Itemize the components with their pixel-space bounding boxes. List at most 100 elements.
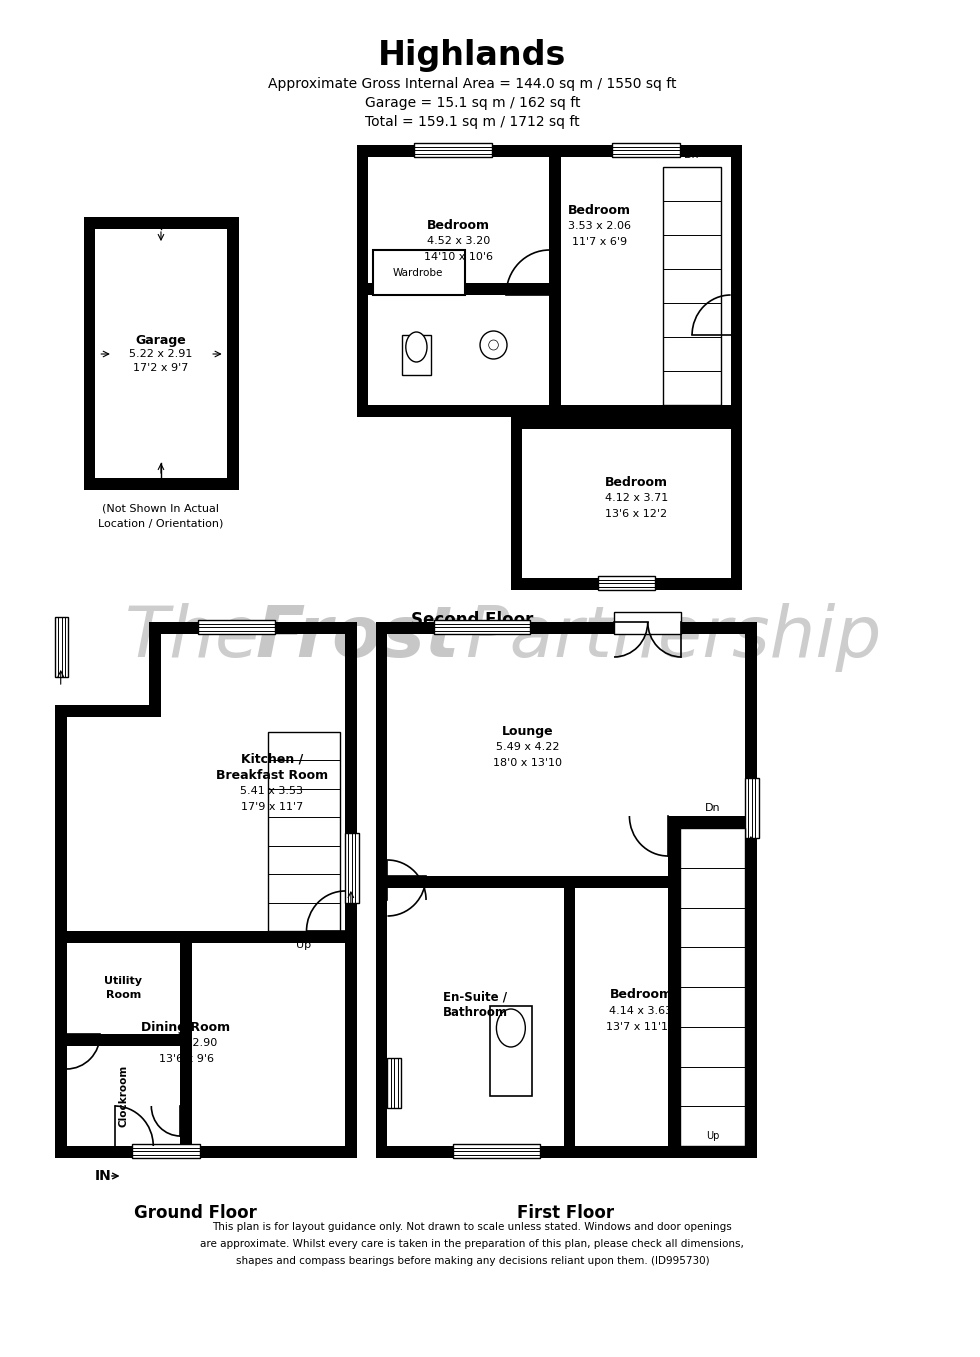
- Bar: [402, 335, 431, 375]
- Bar: [84, 217, 95, 490]
- Bar: [731, 417, 742, 590]
- Text: 4.12 x 3.71: 4.12 x 3.71: [605, 493, 667, 503]
- Text: 5.22 x 2.91: 5.22 x 2.91: [129, 349, 193, 360]
- Bar: [415, 142, 492, 157]
- Bar: [132, 1144, 200, 1158]
- Text: Bedroom: Bedroom: [605, 475, 667, 489]
- Bar: [55, 617, 69, 677]
- Ellipse shape: [489, 341, 499, 350]
- Text: 5.49 x 4.22: 5.49 x 4.22: [496, 742, 559, 752]
- Text: En-Suite /: En-Suite /: [443, 991, 508, 1003]
- Bar: [731, 145, 742, 417]
- Text: 17'2 x 9'7: 17'2 x 9'7: [133, 364, 189, 373]
- Text: 4.14 x 3.63: 4.14 x 3.63: [610, 1006, 672, 1016]
- Text: Wardrobe: Wardrobe: [393, 267, 444, 278]
- Bar: [373, 250, 465, 294]
- Bar: [268, 731, 340, 931]
- Bar: [180, 943, 192, 1147]
- Bar: [55, 1147, 357, 1158]
- Bar: [198, 620, 274, 634]
- Text: First Floor: First Floor: [517, 1204, 614, 1223]
- Bar: [564, 887, 575, 1147]
- Bar: [84, 478, 239, 490]
- Bar: [55, 716, 67, 1158]
- Text: The: The: [125, 603, 282, 672]
- Bar: [149, 622, 161, 716]
- Bar: [55, 716, 67, 1158]
- Bar: [612, 142, 679, 157]
- Text: IN: IN: [95, 1168, 112, 1183]
- Bar: [345, 622, 357, 1158]
- Bar: [376, 622, 757, 634]
- Bar: [227, 217, 239, 490]
- Bar: [511, 417, 742, 429]
- Text: Highlands: Highlands: [378, 39, 566, 72]
- Text: Up: Up: [706, 1130, 719, 1141]
- Text: shapes and compass bearings before making any decisions reliant upon them. (ID99: shapes and compass bearings before makin…: [235, 1257, 710, 1266]
- Text: Bedroom: Bedroom: [610, 988, 672, 1001]
- Bar: [387, 1058, 401, 1109]
- Text: Ground Floor: Ground Floor: [134, 1204, 257, 1223]
- Bar: [745, 778, 759, 839]
- Text: Garage = 15.1 sq m / 162 sq ft: Garage = 15.1 sq m / 162 sq ft: [365, 96, 580, 110]
- Bar: [268, 757, 279, 943]
- Bar: [598, 575, 656, 590]
- Text: Breakfast Room: Breakfast Room: [216, 768, 328, 782]
- Text: 5.41 x 3.53: 5.41 x 3.53: [240, 786, 304, 797]
- Text: (Not Shown In Actual: (Not Shown In Actual: [103, 503, 220, 513]
- Text: Clockroom: Clockroom: [119, 1065, 128, 1128]
- Text: 13'7 x 11'11: 13'7 x 11'11: [607, 1022, 675, 1033]
- Bar: [357, 145, 742, 157]
- Bar: [745, 622, 757, 1158]
- Text: Approximate Gross Internal Area = 144.0 sq m / 1550 sq ft: Approximate Gross Internal Area = 144.0 …: [269, 77, 676, 91]
- Bar: [357, 145, 368, 417]
- Bar: [357, 404, 511, 417]
- Bar: [376, 1147, 757, 1158]
- Text: Kitchen /: Kitchen /: [241, 753, 303, 765]
- Bar: [55, 706, 161, 716]
- Text: Dn: Dn: [684, 151, 700, 160]
- Bar: [490, 1006, 532, 1096]
- Text: Bedroom: Bedroom: [568, 204, 631, 217]
- Text: 3.53 x 2.06: 3.53 x 2.06: [568, 221, 631, 231]
- Text: 14'10 x 10'6: 14'10 x 10'6: [424, 252, 493, 262]
- Bar: [67, 1034, 180, 1046]
- Text: Total = 159.1 sq m / 1712 sq ft: Total = 159.1 sq m / 1712 sq ft: [365, 115, 579, 129]
- Ellipse shape: [497, 1010, 525, 1048]
- Text: Bedroom: Bedroom: [427, 218, 490, 232]
- Bar: [376, 622, 387, 1158]
- Text: are approximate. Whilst every care is taken in the preparation of this plan, ple: are approximate. Whilst every care is ta…: [200, 1239, 744, 1248]
- Text: 11'7 x 6'9: 11'7 x 6'9: [572, 237, 627, 247]
- Bar: [453, 1144, 540, 1158]
- Ellipse shape: [406, 332, 427, 362]
- Text: Frost: Frost: [256, 603, 460, 672]
- Bar: [345, 833, 359, 902]
- Text: Utility: Utility: [105, 976, 142, 987]
- Bar: [357, 404, 742, 417]
- Text: This plan is for layout guidance only. Not drawn to scale unless stated. Windows: This plan is for layout guidance only. N…: [213, 1223, 732, 1232]
- Text: Bathroom: Bathroom: [443, 1007, 508, 1019]
- Bar: [149, 622, 357, 634]
- Bar: [668, 816, 679, 1147]
- Text: 13'6 x 9'6: 13'6 x 9'6: [159, 1054, 214, 1064]
- Bar: [614, 612, 681, 634]
- Text: Garage: Garage: [135, 334, 186, 346]
- Bar: [511, 417, 522, 590]
- Bar: [668, 816, 745, 828]
- Text: 4.52 x 3.20: 4.52 x 3.20: [427, 236, 490, 246]
- Bar: [368, 284, 550, 294]
- Text: 18'0 x 13'10: 18'0 x 13'10: [493, 759, 562, 768]
- Bar: [663, 167, 721, 404]
- Text: Up: Up: [296, 940, 312, 950]
- Bar: [67, 931, 345, 943]
- Text: Lounge: Lounge: [502, 725, 553, 737]
- Text: 17'9 x 11'7: 17'9 x 11'7: [241, 802, 303, 811]
- Bar: [387, 877, 745, 887]
- Text: Room: Room: [106, 991, 141, 1000]
- Text: 4.11 x 2.90: 4.11 x 2.90: [155, 1038, 218, 1048]
- Text: Location / Orientation): Location / Orientation): [98, 518, 223, 528]
- Bar: [511, 578, 742, 590]
- Text: 13'6 x 12'2: 13'6 x 12'2: [605, 509, 667, 518]
- Text: Second Floor: Second Floor: [412, 611, 533, 630]
- Text: Dining Room: Dining Room: [141, 1020, 230, 1034]
